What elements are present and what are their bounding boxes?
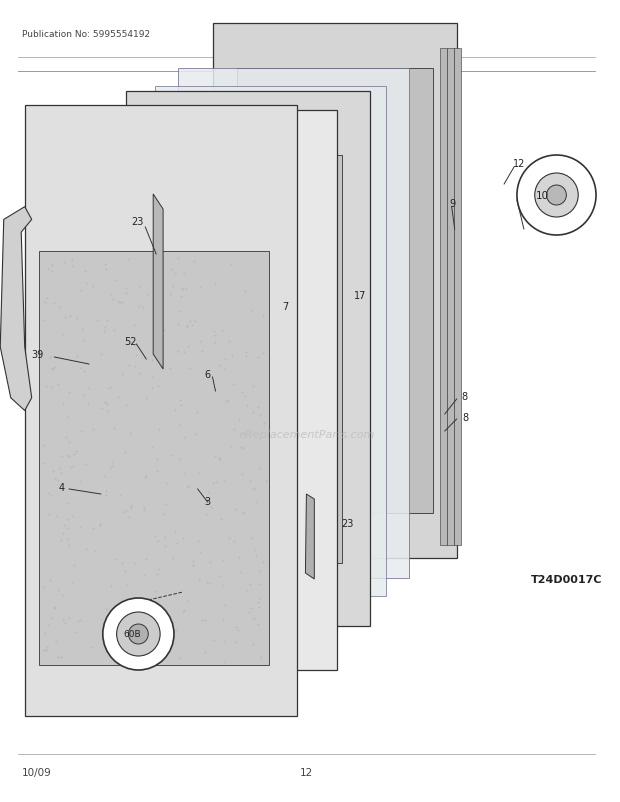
Polygon shape xyxy=(153,195,163,370)
Polygon shape xyxy=(223,283,317,391)
Polygon shape xyxy=(447,50,454,545)
Polygon shape xyxy=(440,50,447,545)
Polygon shape xyxy=(125,92,370,626)
Text: 7: 7 xyxy=(281,302,288,312)
Text: 12: 12 xyxy=(300,767,313,777)
Circle shape xyxy=(547,186,566,206)
Text: 6: 6 xyxy=(205,370,211,379)
Text: 8: 8 xyxy=(462,391,467,402)
Text: 4: 4 xyxy=(58,482,64,492)
Text: DOOR: DOOR xyxy=(290,60,323,70)
Text: 8: 8 xyxy=(463,412,469,423)
Text: 10: 10 xyxy=(536,191,549,200)
Text: 23: 23 xyxy=(341,518,353,529)
Polygon shape xyxy=(25,106,297,716)
Text: 10/09: 10/09 xyxy=(22,767,51,777)
Text: FGF368G: FGF368G xyxy=(286,30,327,39)
Text: 52: 52 xyxy=(124,337,136,346)
Circle shape xyxy=(534,174,578,217)
Polygon shape xyxy=(154,156,342,563)
Polygon shape xyxy=(306,494,314,579)
Polygon shape xyxy=(0,208,32,411)
Text: 17: 17 xyxy=(354,290,366,301)
Text: 12: 12 xyxy=(513,159,525,168)
Text: 3: 3 xyxy=(205,496,211,506)
Text: 39: 39 xyxy=(31,350,43,359)
Text: T24D0017C: T24D0017C xyxy=(531,574,602,585)
Polygon shape xyxy=(454,50,461,545)
Polygon shape xyxy=(237,68,433,514)
Circle shape xyxy=(117,612,160,656)
Polygon shape xyxy=(179,69,409,578)
Polygon shape xyxy=(213,24,458,558)
Circle shape xyxy=(128,624,148,644)
Circle shape xyxy=(103,598,174,670)
Text: 9: 9 xyxy=(450,199,456,209)
Text: Publication No: 5995554192: Publication No: 5995554192 xyxy=(22,30,150,39)
Text: eReplacementParts.com: eReplacementParts.com xyxy=(238,429,374,439)
Polygon shape xyxy=(72,111,337,670)
Text: 60B: 60B xyxy=(123,630,141,638)
Polygon shape xyxy=(156,87,386,596)
Circle shape xyxy=(517,156,596,236)
Polygon shape xyxy=(38,252,269,666)
Text: 23: 23 xyxy=(131,217,143,227)
